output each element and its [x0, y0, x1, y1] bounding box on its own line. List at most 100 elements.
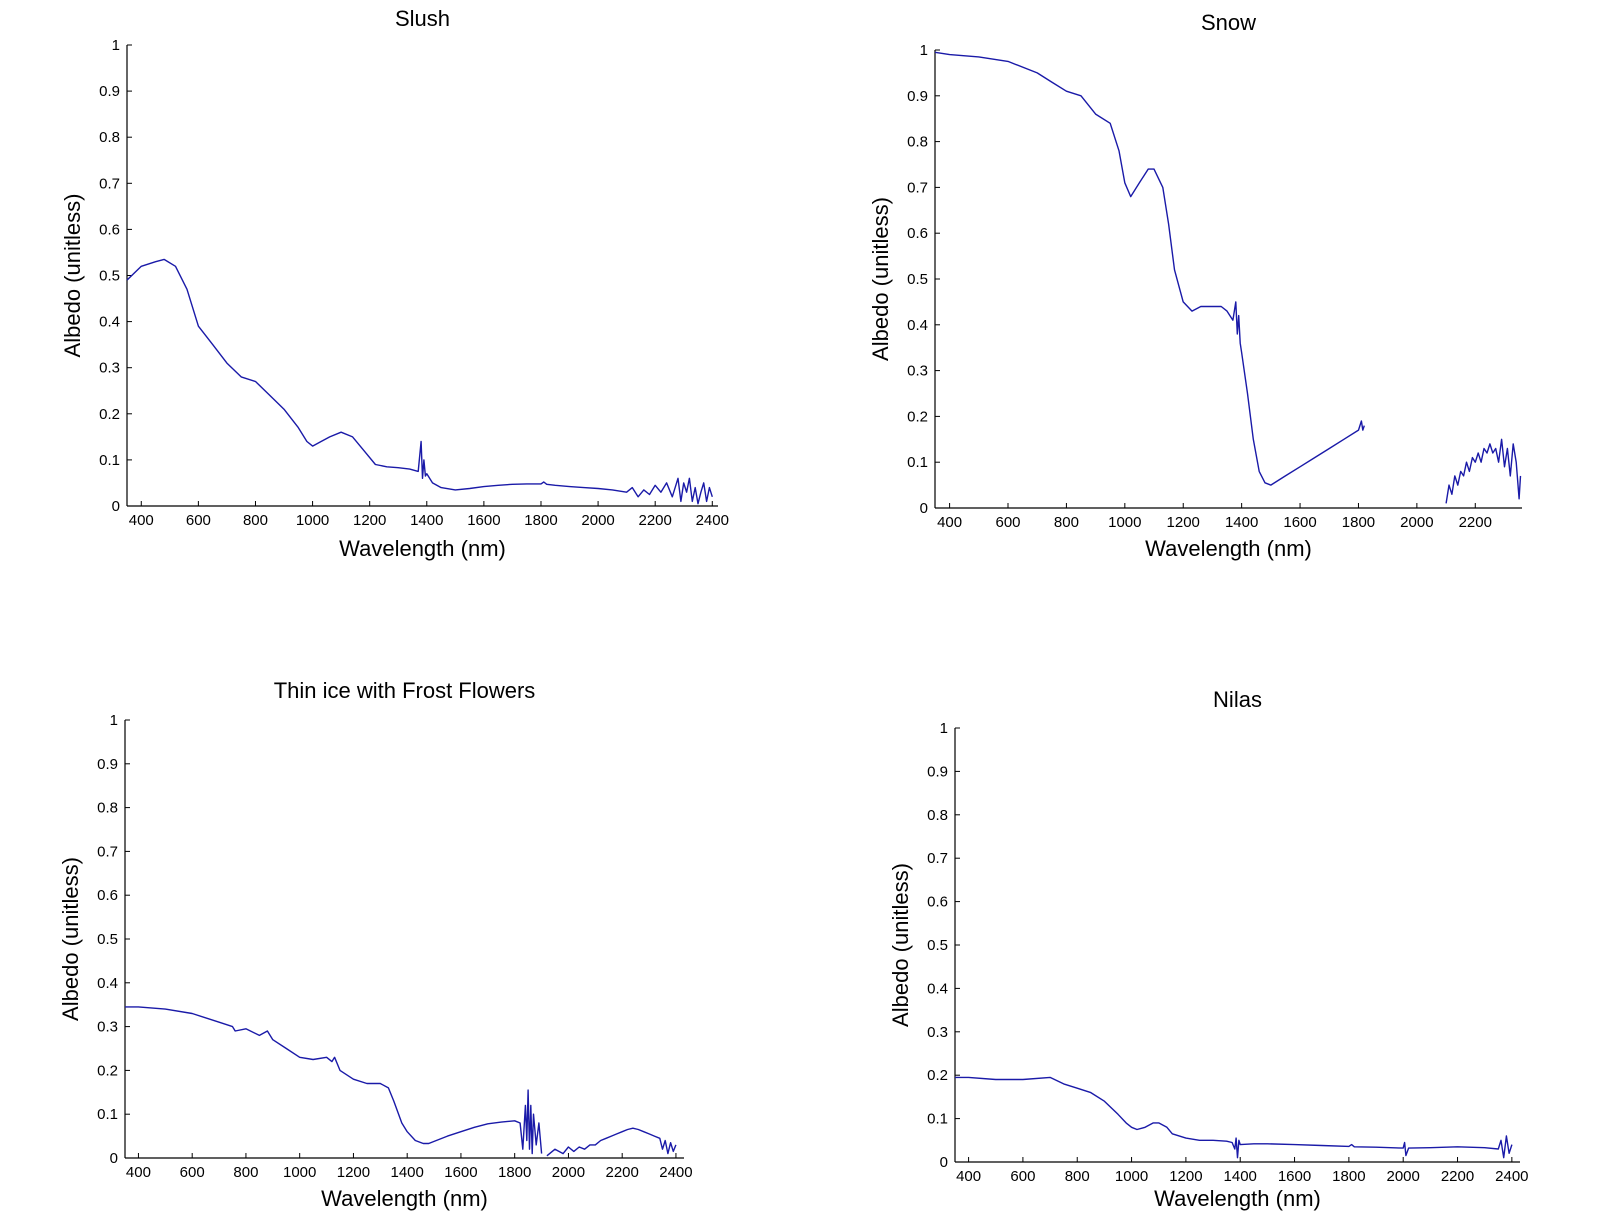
- chart-title: Slush: [395, 6, 450, 31]
- x-tick-label: 1800: [1342, 514, 1375, 531]
- x-tick-label: 2000: [581, 512, 614, 529]
- y-tick-label: 0.7: [99, 175, 120, 192]
- y-tick-label: 0.4: [99, 314, 120, 331]
- y-tick-label: 0.2: [97, 1062, 118, 1079]
- y-tick-label: 0.8: [927, 807, 948, 824]
- albedo-series-line: [125, 1006, 543, 1155]
- y-tick-label: 0.9: [907, 88, 928, 105]
- albedo-series-line: [934, 51, 1365, 486]
- y-tick-label: 0.2: [99, 406, 120, 423]
- x-tick-label: 2200: [1441, 1168, 1474, 1185]
- y-tick-label: 1: [940, 720, 948, 737]
- x-tick-label: 1200: [1169, 1168, 1202, 1185]
- chart-title: Thin ice with Frost Flowers: [274, 678, 536, 703]
- x-tick-label: 400: [129, 512, 154, 529]
- x-tick-label: 1600: [444, 1164, 477, 1181]
- y-tick-label: 0.7: [907, 179, 928, 196]
- chart-title: Snow: [1201, 10, 1256, 35]
- x-tick-label: 1000: [1115, 1168, 1148, 1185]
- y-tick-label: 0: [112, 498, 120, 515]
- albedo-series-line: [1445, 438, 1522, 504]
- y-tick-label: 0.7: [97, 843, 118, 860]
- x-tick-label: 1600: [467, 512, 500, 529]
- y-tick-label: 0.8: [97, 800, 118, 817]
- y-tick-label: 0.9: [97, 756, 118, 773]
- chart-snow: Snow 400 600 800 1000 1200 1400 1600 1800 2000 220…: [868, 10, 1522, 561]
- y-tick-label: 0.8: [99, 129, 120, 146]
- y-tick-label: 1: [920, 42, 928, 59]
- x-tick-label: 1000: [1108, 514, 1141, 531]
- x-tick-label: 2400: [1495, 1168, 1528, 1185]
- x-tick-label: 1800: [498, 1164, 531, 1181]
- x-tick-label: 2200: [1459, 514, 1492, 531]
- x-tick-label: 1800: [524, 512, 557, 529]
- x-axis-label: Wavelength (nm): [339, 536, 506, 561]
- x-tick-label: 400: [956, 1168, 981, 1185]
- x-axis-label: Wavelength (nm): [321, 1186, 488, 1211]
- x-tick-label: 1400: [391, 1164, 424, 1181]
- x-tick-label: 800: [243, 512, 268, 529]
- y-tick-label: 0.4: [907, 317, 928, 334]
- x-axis-label: Wavelength (nm): [1145, 536, 1312, 561]
- y-axis-label: Albedo (unitless): [888, 863, 913, 1027]
- x-tick-label: 600: [1010, 1168, 1035, 1185]
- y-axis-label: Albedo (unitless): [58, 857, 83, 1021]
- y-tick-label: 0.6: [907, 225, 928, 242]
- x-tick-label: 1000: [296, 512, 329, 529]
- y-axis-label: Albedo (unitless): [868, 197, 893, 361]
- y-tick-label: 0.9: [99, 83, 120, 100]
- y-tick-label: 0.1: [907, 454, 928, 471]
- y-tick-label: 0.4: [927, 980, 948, 997]
- x-tick-label: 1200: [1167, 514, 1200, 531]
- x-tick-label: 600: [995, 514, 1020, 531]
- y-tick-label: 0.5: [99, 268, 120, 285]
- x-tick-label: 2000: [1400, 514, 1433, 531]
- y-tick-label: 0.1: [927, 1111, 948, 1128]
- y-tick-label: 0.6: [97, 887, 118, 904]
- y-tick-label: 0.2: [927, 1067, 948, 1084]
- x-tick-label: 800: [1054, 514, 1079, 531]
- y-tick-label: 0.3: [907, 363, 928, 380]
- y-tick-label: 0: [920, 500, 928, 517]
- x-tick-label: 1200: [337, 1164, 370, 1181]
- y-tick-label: 0.8: [907, 134, 928, 151]
- y-tick-label: 0.9: [927, 763, 948, 780]
- y-tick-label: 0.2: [907, 408, 928, 425]
- x-tick-label: 1400: [1225, 514, 1258, 531]
- x-tick-label: 1400: [410, 512, 443, 529]
- y-tick-label: 0.5: [927, 937, 948, 954]
- x-tick-label: 1600: [1278, 1168, 1311, 1185]
- x-tick-label: 800: [1065, 1168, 1090, 1185]
- y-tick-label: 0.1: [97, 1106, 118, 1123]
- y-tick-label: 0.1: [99, 452, 120, 469]
- chart-title: Nilas: [1213, 687, 1262, 712]
- x-axis-label: Wavelength (nm): [1154, 1186, 1321, 1211]
- x-tick-label: 2400: [659, 1164, 692, 1181]
- x-tick-label: 600: [180, 1164, 205, 1181]
- albedo-series-line: [126, 258, 713, 505]
- y-tick-label: 0.3: [927, 1024, 948, 1041]
- y-tick-label: 0.3: [99, 360, 120, 377]
- albedo-series-line: [955, 1076, 1513, 1159]
- x-tick-label: 1400: [1224, 1168, 1257, 1185]
- chart-slush: Slush 400 600 800 1000 1200 1400 1600 1800 2000 22…: [60, 6, 729, 561]
- x-tick-label: 1200: [353, 512, 386, 529]
- y-tick-label: 0.4: [97, 975, 118, 992]
- y-tick-label: 0.3: [97, 1019, 118, 1036]
- x-tick-label: 2000: [1387, 1168, 1420, 1185]
- x-tick-label: 400: [126, 1164, 151, 1181]
- y-tick-label: 0.7: [927, 850, 948, 867]
- x-tick-label: 1800: [1332, 1168, 1365, 1185]
- x-tick-label: 2200: [639, 512, 672, 529]
- y-tick-label: 0: [940, 1154, 948, 1171]
- chart-nilas: Nilas 400 600 800 1000 1200 1400 1600 1800 2000 22…: [888, 687, 1529, 1211]
- y-tick-label: 0.5: [907, 271, 928, 288]
- x-tick-label: 400: [937, 514, 962, 531]
- y-tick-label: 1: [110, 712, 118, 729]
- y-tick-label: 0.6: [927, 894, 948, 911]
- x-tick-label: 2000: [552, 1164, 585, 1181]
- y-tick-label: 1: [112, 37, 120, 54]
- y-tick-label: 0: [110, 1150, 118, 1167]
- y-tick-label: 0.6: [99, 221, 120, 238]
